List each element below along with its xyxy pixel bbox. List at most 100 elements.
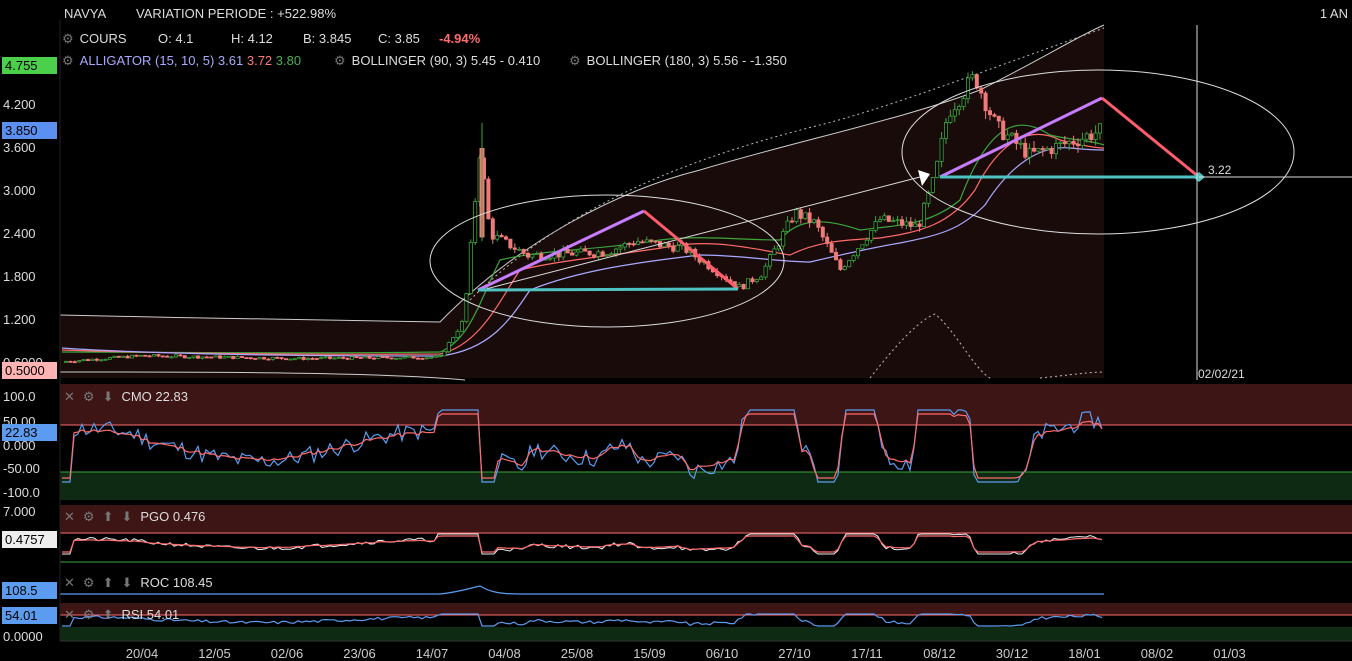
candle-body <box>1054 143 1059 155</box>
candle-body <box>521 248 526 254</box>
arrow-down-icon[interactable]: ⬇ <box>121 509 133 524</box>
candle-body <box>631 243 636 246</box>
candle-body <box>297 356 302 360</box>
candle-body <box>1089 133 1094 140</box>
close-icon[interactable]: ✕ <box>64 389 75 404</box>
arrow-up-icon[interactable]: ⬆ <box>102 509 114 524</box>
gear-icon[interactable]: ⚙ <box>82 389 95 404</box>
candle-body <box>1023 142 1028 158</box>
x-tick-label: 30/12 <box>995 646 1029 661</box>
pgo-signal-line <box>62 535 1103 553</box>
gear-icon[interactable]: ⚙ <box>569 53 581 68</box>
candle-body <box>948 115 953 123</box>
gear-icon[interactable]: ⚙ <box>82 575 95 590</box>
candle-body <box>129 354 134 359</box>
gear-icon[interactable]: ⚙ <box>334 53 346 68</box>
candle-body <box>499 235 504 238</box>
candle-body <box>983 92 988 112</box>
gear-icon[interactable]: ⚙ <box>62 53 74 68</box>
candle-body <box>459 321 464 332</box>
candle-body <box>121 355 126 358</box>
roc-label: ROC 108.45 <box>140 575 213 590</box>
x-tick-label: 08/02 <box>1140 646 1174 661</box>
candle-body <box>759 276 764 281</box>
candle-body <box>618 246 623 250</box>
candle-body <box>957 106 962 111</box>
candle-body <box>926 192 931 204</box>
candle-body <box>420 358 425 360</box>
roc-header: ✕ ⚙ ⬆ ⬇ ROC 108.45 <box>64 575 213 591</box>
x-tick-label: 12/05 <box>198 646 231 661</box>
candle-body <box>437 355 442 358</box>
alligator-row: ⚙ ALLIGATOR (15, 10, 5) 3.61 3.72 3.80 <box>62 53 301 69</box>
candle-body <box>737 284 742 288</box>
price-tick-label: 4.200 <box>3 96 36 112</box>
candle-body <box>768 254 773 267</box>
symbol-name: NAVYA <box>64 6 107 21</box>
candle-body <box>332 357 337 360</box>
candle-body <box>609 253 614 256</box>
candle-body <box>182 355 187 359</box>
cours-label: COURS <box>79 31 127 46</box>
candle-body <box>1032 147 1037 152</box>
gear-icon[interactable]: ⚙ <box>82 509 95 524</box>
candle-body <box>160 355 165 358</box>
open-value: O: 4.1 <box>158 31 194 46</box>
candle-body <box>856 248 861 257</box>
candle-body <box>398 357 403 360</box>
candle-body <box>622 243 627 248</box>
candle-body <box>275 357 280 359</box>
price-tick-label: 3.000 <box>3 182 36 198</box>
candle-body <box>834 251 839 261</box>
period-selector[interactable]: 1 AN <box>1319 6 1348 21</box>
arrow-up-icon[interactable]: ⬆ <box>102 607 114 622</box>
candle-body <box>842 266 847 270</box>
candle-body <box>407 355 412 358</box>
close-icon[interactable]: ✕ <box>64 509 75 524</box>
candle-body <box>1098 123 1103 134</box>
candle-body <box>530 254 535 258</box>
candle-body <box>1018 142 1023 145</box>
bollinger-180-label: BOLLINGER (180, 3) 5.56 - -1.350 <box>586 53 787 68</box>
cmo-tick-m50: -50.00 <box>3 461 40 476</box>
arrow-up-icon[interactable]: ⬆ <box>102 575 114 590</box>
candle-body <box>838 259 843 270</box>
candle-body <box>570 252 575 256</box>
candle-body <box>393 357 398 360</box>
candle-body <box>81 359 86 361</box>
candle-body <box>1036 148 1041 152</box>
close-icon[interactable]: ✕ <box>64 607 75 622</box>
gear-icon[interactable]: ⚙ <box>82 607 95 622</box>
arrow-down-icon[interactable]: ⬇ <box>121 575 133 590</box>
candle-body <box>77 360 82 363</box>
arrow-down-icon[interactable]: ⬇ <box>102 389 114 404</box>
candle-body <box>1001 120 1006 141</box>
candle-body <box>649 239 654 242</box>
candle-body <box>992 114 997 117</box>
candle-body <box>455 330 460 338</box>
candle-body <box>908 221 913 227</box>
x-tick-label: 17/11 <box>851 646 883 661</box>
gear-icon[interactable]: ⚙ <box>62 31 74 46</box>
x-tick-label: 08/12 <box>923 646 956 661</box>
candle-body <box>266 358 271 361</box>
triangle1-base <box>477 287 739 292</box>
candle-body <box>248 357 253 360</box>
candle-body <box>473 201 478 243</box>
close-icon[interactable]: ✕ <box>64 575 75 590</box>
candle-body <box>952 109 957 117</box>
candle-body <box>86 359 91 361</box>
candle-body <box>873 221 878 231</box>
rsi-header: ✕ ⚙ ⬆ RSI 54.01 <box>64 607 179 623</box>
candle-body <box>851 255 856 261</box>
high-value: H: 4.12 <box>231 31 273 46</box>
candle-body <box>900 219 905 226</box>
candle-body <box>548 257 553 260</box>
candles <box>64 71 1103 364</box>
candle-body <box>1049 148 1054 155</box>
candle-body <box>891 220 896 222</box>
candle-body <box>636 241 641 245</box>
candle-body <box>213 355 218 358</box>
pgo-badge: 0.4757 <box>2 531 57 548</box>
